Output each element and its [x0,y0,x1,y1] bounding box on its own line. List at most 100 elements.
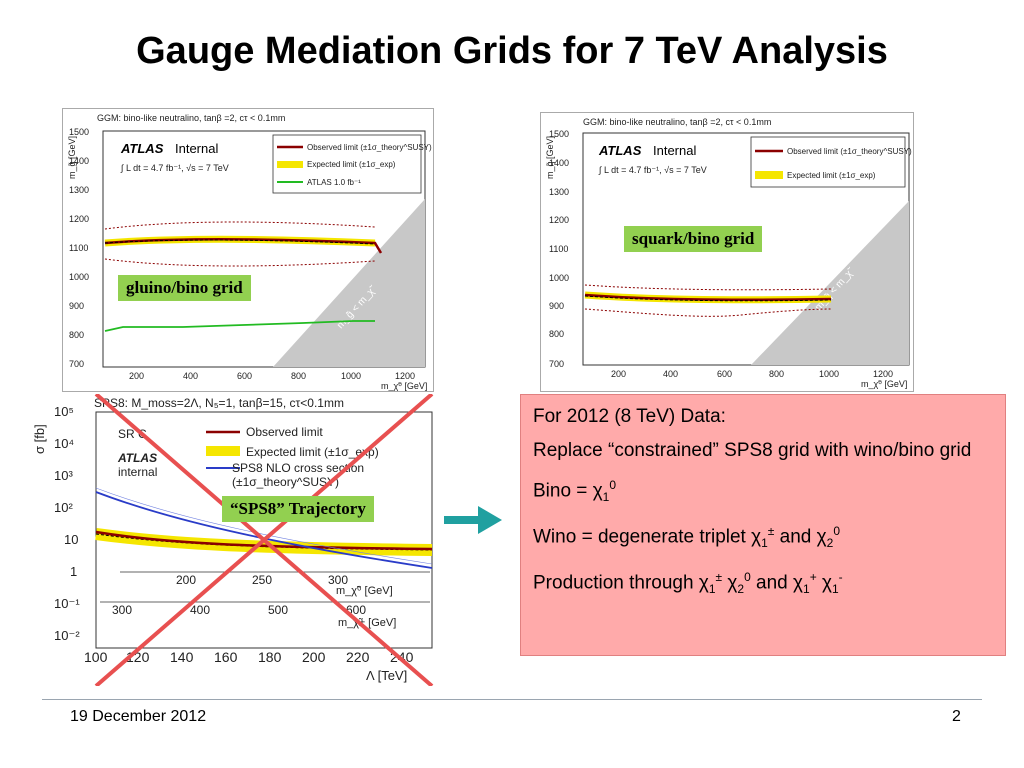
note-line-2: Replace “constrained” SPS8 grid with win… [533,440,972,461]
arrow-shaft [444,516,480,524]
arrow-head [478,506,502,534]
y-tick: 1400 [69,156,89,166]
atlas-logo: ATLAS [120,141,164,156]
y-tick: 1500 [69,127,89,137]
y-tick: 1000 [549,273,569,283]
squark-bino-plot: GGM: bino-like neutralino, tanβ =2, cτ <… [540,112,914,392]
x-label: m_χ̃⁰ [GeV] [381,381,427,391]
superscript: + [809,570,817,585]
chi-symbol: χ [592,480,603,502]
sps8-xsec-band [95,487,433,565]
observed-limit-line [95,530,433,551]
chi-symbol: χ [793,572,803,594]
y-tick: 700 [69,359,84,369]
y-tick: 1400 [549,158,569,168]
y-tick: 1200 [69,214,89,224]
legend-expected-swatch [206,446,240,456]
y-tick: 1 [70,564,77,579]
x-label: Λ [TeV] [366,668,407,683]
subscript: 1 [761,536,768,551]
legend-expected: Expected limit (±1σ_exp) [246,445,379,459]
footer-divider [42,699,982,700]
legend-sps8-unc: (±1σ_theory^SUSY) [232,475,339,489]
internal-label: Internal [175,141,218,156]
axis2-tick: 250 [252,573,272,587]
axis3-tick: 300 [112,603,132,617]
axis3-ticks: 300 400 500 600 [112,603,366,617]
legend-observed: Observed limit (±1σ_theory^SUSY) [787,147,912,156]
sps8-plot: SPS8: M_moss=2Λ, N₅=1, tanβ=15, cτ<0.1mm… [30,394,440,686]
legend-sps8: SPS8 NLO cross section [232,461,364,475]
x-tick: 600 [237,371,252,381]
note-text: Production through [533,572,699,594]
subscript: 1 [708,582,716,597]
note-text: Wino = degenerate triplet [533,526,752,548]
note-line-4: Wino = degenerate triplet χ1± and χ20 [533,519,993,555]
y-tick: 800 [549,329,564,339]
x-tick: 800 [769,369,784,379]
internal-label: Internal [653,143,696,158]
subscript: 1 [803,582,810,597]
x-ticks: 200 400 600 800 1000 1200 [611,369,893,379]
legend: Observed limit (±1σ_theory^SUSY) Expecte… [750,136,912,188]
x-tick: 160 [214,649,238,665]
gluino-bino-plot: GGM: bino-like neutralino, tanβ =2, cτ <… [62,108,434,392]
note-line-5: Production through χ1± χ20 and χ1+ χ1- [533,565,993,601]
superscript: 0 [833,524,840,539]
axis3-tick: 400 [190,603,210,617]
superscript: ± [767,524,775,539]
chi-symbol: χ [698,572,709,594]
gluino-bino-grid-label: gluino/bino grid [118,275,251,301]
observed-lower [584,308,832,317]
x-tick: 180 [258,649,282,665]
legend-atlas1fb: ATLAS 1.0 fb⁻¹ [307,178,361,187]
sps8-xsec-line [95,491,433,569]
plot-header: GGM: bino-like neutralino, tanβ =2, cτ <… [583,117,771,127]
legend-expected: Expected limit (±1σ_exp) [787,171,876,180]
atlas-logo: ATLAS [117,451,157,465]
legend-expected: Expected limit (±1σ_exp) [307,160,396,169]
internal-label: internal [118,465,157,479]
y-tick: 1000 [69,272,89,282]
x-tick: 1200 [395,371,415,381]
note-text: and [774,526,817,548]
superscript: 0 [609,478,617,492]
y-tick: 1300 [69,185,89,195]
y-tick: 700 [549,359,564,369]
superscript: ± [715,570,723,585]
y-tick: 1200 [549,215,569,225]
y-label: m_q̃ [GeV] [545,136,555,179]
x-tick: 1200 [873,369,893,379]
y-tick: 900 [69,301,84,311]
observed-limit-line [584,293,832,302]
y-ticks: 1500 1400 1300 1200 1100 1000 900 800 70… [549,129,569,369]
slide-title: Gauge Mediation Grids for 7 TeV Analysis [136,30,888,72]
x-tick: 140 [170,649,194,665]
y-tick: 10⁻² [54,628,80,643]
axis3-label: m_χ̃± [GeV] [338,617,396,629]
note-line-3: Bino = χ10 [533,473,993,509]
subscript: 2 [826,536,834,551]
y-tick: 10³ [54,468,73,483]
axis2-tick: 200 [176,573,196,587]
x-tick: 1000 [341,371,361,381]
chi-symbol: χ [727,572,738,594]
superscript: - [838,570,843,585]
x-tick: 200 [302,649,326,665]
x-tick: 800 [291,371,306,381]
y-tick: 1100 [549,244,568,254]
expected-limit-line [584,295,832,302]
y-tick: 10⁻¹ [54,596,80,611]
y-tick: 10² [54,500,73,515]
x-tick: 400 [183,371,198,381]
note-text: and [750,572,794,594]
sps8-trajectory-label: “SPS8” Trajectory [222,496,374,522]
legend: Observed limit (±1σ_theory^SUSY) Expecte… [272,134,432,194]
atlas-logo: ATLAS [598,143,642,158]
legend-expected-swatch [277,161,303,168]
y-label: σ [fb] [32,424,47,454]
y-ticks: 10⁵ 10⁴ 10³ 10² 10 1 10⁻¹ 10⁻² [54,404,80,643]
x-label: m_χ̃⁰ [GeV] [861,379,907,389]
x-tick: 200 [129,371,144,381]
footer-date: 19 December 2012 [70,708,207,725]
